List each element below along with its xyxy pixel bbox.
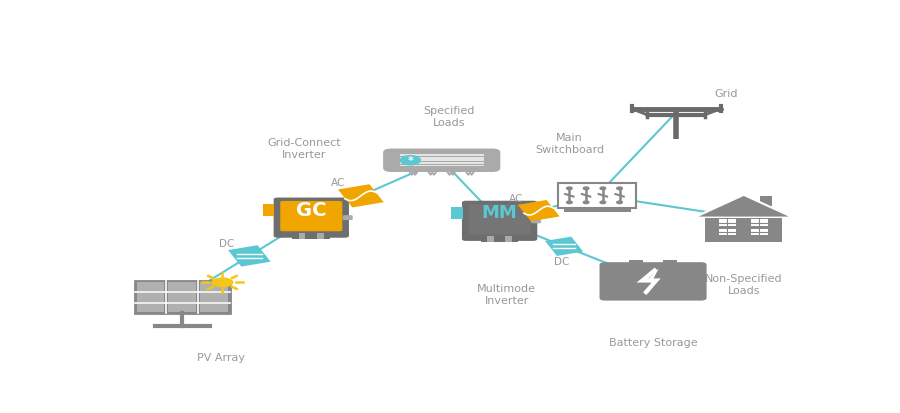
Bar: [137, 304, 165, 313]
Circle shape: [583, 202, 589, 204]
FancyBboxPatch shape: [134, 282, 230, 313]
Bar: [400, 160, 483, 162]
Bar: [506, 237, 512, 243]
Bar: [200, 304, 228, 313]
Circle shape: [616, 202, 623, 204]
Bar: [487, 237, 494, 243]
Text: Non-Specified
Loads: Non-Specified Loads: [705, 274, 783, 295]
Bar: [663, 261, 677, 265]
Circle shape: [567, 202, 572, 204]
Text: MM: MM: [482, 204, 517, 222]
FancyBboxPatch shape: [599, 263, 706, 301]
Bar: [317, 234, 324, 240]
FancyBboxPatch shape: [280, 202, 342, 232]
Text: DC: DC: [219, 238, 234, 248]
Circle shape: [600, 202, 606, 204]
Text: AC: AC: [330, 178, 345, 188]
Bar: [168, 282, 196, 291]
Bar: [400, 154, 483, 157]
Bar: [481, 239, 518, 243]
Bar: [292, 235, 330, 240]
Circle shape: [400, 156, 420, 166]
Bar: [168, 293, 196, 302]
Text: Main
Switchboard: Main Switchboard: [535, 133, 604, 154]
Polygon shape: [338, 185, 383, 208]
Text: Grid-Connect
Inverter: Grid-Connect Inverter: [267, 138, 341, 159]
FancyBboxPatch shape: [531, 219, 541, 224]
Bar: [137, 282, 165, 291]
Bar: [400, 165, 483, 167]
Circle shape: [583, 188, 589, 190]
Circle shape: [616, 188, 623, 190]
Bar: [200, 293, 228, 302]
Text: GC: GC: [296, 200, 327, 219]
Circle shape: [567, 188, 572, 190]
Bar: [137, 293, 165, 302]
Text: Grid: Grid: [715, 89, 738, 99]
Bar: [299, 234, 305, 240]
Polygon shape: [228, 246, 271, 267]
Text: DC: DC: [554, 256, 570, 266]
Bar: [457, 207, 463, 220]
Bar: [760, 197, 772, 207]
Polygon shape: [518, 200, 560, 222]
FancyBboxPatch shape: [343, 216, 353, 221]
Text: Specified
Loads: Specified Loads: [423, 106, 474, 128]
FancyBboxPatch shape: [274, 198, 349, 238]
Bar: [751, 220, 768, 226]
Text: AC: AC: [508, 193, 523, 203]
Bar: [719, 229, 736, 236]
Bar: [200, 282, 228, 291]
Circle shape: [600, 188, 606, 190]
Bar: [269, 204, 274, 216]
Bar: [719, 220, 736, 226]
Bar: [563, 209, 631, 212]
Text: Multimode
Inverter: Multimode Inverter: [477, 283, 536, 305]
FancyBboxPatch shape: [383, 149, 500, 173]
Circle shape: [212, 278, 233, 288]
Polygon shape: [647, 268, 659, 295]
Text: PV Array: PV Array: [196, 352, 245, 362]
Text: *: *: [408, 156, 413, 166]
Bar: [263, 204, 268, 216]
Bar: [452, 207, 457, 220]
Bar: [706, 218, 782, 243]
Polygon shape: [694, 195, 794, 218]
Text: Battery Storage: Battery Storage: [608, 337, 698, 347]
Bar: [751, 229, 768, 236]
Bar: [168, 304, 196, 313]
FancyBboxPatch shape: [469, 205, 531, 235]
Bar: [400, 157, 483, 159]
FancyBboxPatch shape: [462, 201, 537, 241]
Bar: [558, 183, 636, 209]
Polygon shape: [545, 237, 583, 256]
Bar: [629, 261, 643, 265]
Bar: [400, 163, 483, 164]
